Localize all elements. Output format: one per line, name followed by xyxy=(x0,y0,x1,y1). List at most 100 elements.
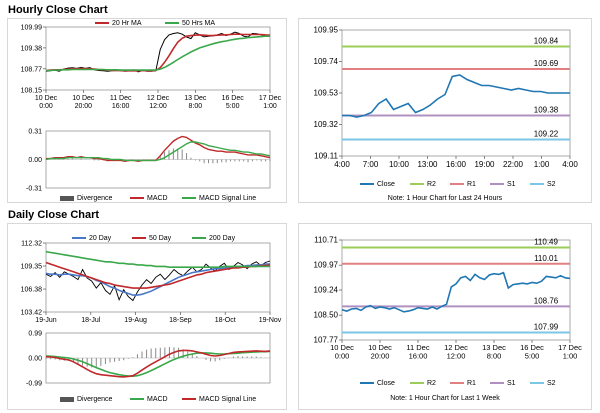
x-tick-label: 16 Dec 5:00 xyxy=(222,95,245,110)
legend-close: Close xyxy=(377,181,395,188)
x-tick-label: 13 Dec 8:00 xyxy=(482,343,506,361)
legend-r2: R2 xyxy=(427,181,436,188)
legend-macd-signal: MACD Signal Line xyxy=(199,396,256,403)
x-tick-label: 7:00 xyxy=(363,160,379,169)
series-macd xyxy=(45,349,271,378)
y-tick-label: 109.53 xyxy=(314,89,339,98)
y-tick-label: 109.24 xyxy=(314,286,339,295)
level-label-s1: 109.38 xyxy=(534,106,559,115)
legend-20-day: 20 Day xyxy=(89,235,112,242)
hourly-right-panel xyxy=(298,18,592,203)
x-tick-label: 10 Dec 20:00 xyxy=(368,343,392,361)
legend-20hr-ma: 20 Hr MA xyxy=(112,20,142,27)
level-label-s1: 108.76 xyxy=(534,296,559,305)
series-macd-signal xyxy=(45,141,271,162)
legend-macd-signal: MACD Signal Line xyxy=(199,195,256,202)
x-tick-label: 18-Oct xyxy=(215,317,236,324)
x-tick-label: 18-Sep xyxy=(169,317,192,324)
x-tick-label: 19:00 xyxy=(474,160,495,169)
series-close xyxy=(341,271,571,313)
x-tick-label: 10 Dec 20:00 xyxy=(72,95,95,110)
daily-right-panel xyxy=(298,223,592,410)
legend-s1: S1 xyxy=(507,181,516,188)
legend-divergence-swatch xyxy=(60,196,74,201)
level-label-s2: 107.99 xyxy=(534,323,559,332)
x-tick-label: 12 Dec 12:00 xyxy=(444,343,468,361)
y-tick-label: 108.77 xyxy=(21,66,43,73)
x-tick-label: 13:00 xyxy=(417,160,438,169)
x-tick-label: 11 Dec 16:00 xyxy=(110,95,132,110)
legend-200-day: 200 Day xyxy=(209,235,236,242)
y-tick-label: 109.97 xyxy=(314,261,339,270)
level-label-r1: 110.01 xyxy=(534,254,558,263)
legend-r2: R2 xyxy=(427,380,436,387)
y-tick-label: 106.38 xyxy=(21,287,43,294)
y-tick-label: 109.35 xyxy=(21,264,43,271)
legend-r1: R1 xyxy=(467,181,476,188)
y-tick-label: 110.71 xyxy=(314,236,338,245)
legend-divergence-swatch xyxy=(60,397,74,402)
y-tick-label: 0.00 xyxy=(28,157,42,164)
series-50-day xyxy=(45,261,271,289)
x-tick-label: 12 Dec 12:00 xyxy=(147,95,170,110)
level-label-r2: 110.49 xyxy=(534,237,558,246)
x-tick-label: 13 Dec 8:00 xyxy=(184,95,207,110)
x-tick-label: 1:00 xyxy=(534,160,550,169)
x-tick-label: 17 Dec 1:00 xyxy=(558,343,582,361)
y-tick-label: 109.95 xyxy=(314,26,339,35)
legend-r1: R1 xyxy=(467,380,476,387)
y-tick-label: 107.77 xyxy=(314,336,339,345)
legend-s2: S2 xyxy=(547,181,556,188)
legend-close: Close xyxy=(377,380,395,387)
x-tick-label: 17 Dec 1:00 xyxy=(259,95,282,110)
level-label-r2: 109.84 xyxy=(534,37,559,46)
series-50-hrs-ma xyxy=(46,35,270,72)
legend-divergence: Divergence xyxy=(77,195,113,202)
plot-area xyxy=(45,242,271,313)
legend-50hrs-ma: 50 Hrs MA xyxy=(182,20,215,27)
legend-s1: S1 xyxy=(507,380,516,387)
legend-50-day: 50 Day xyxy=(149,235,172,242)
y-tick-label: 109.74 xyxy=(314,57,339,66)
daily-section-title: Daily Close Chart xyxy=(8,209,100,221)
legend-macd: MACD xyxy=(147,396,168,403)
x-tick-label: 4:00 xyxy=(562,160,578,169)
x-tick-label: 19-Jun xyxy=(35,317,57,324)
y-tick-label: 109.38 xyxy=(21,45,43,52)
y-tick-label: 0.00 xyxy=(28,356,42,363)
legend-s2: S2 xyxy=(547,380,556,387)
x-tick-label: 22:00 xyxy=(503,160,524,169)
hourly-left-panel xyxy=(7,18,287,203)
hourly-section-title: Hourly Close Chart xyxy=(8,4,108,16)
x-tick-label: 10 Dec 0:00 xyxy=(330,343,354,361)
chart-note: Note: 1 Hour Chart for Last 24 Hours xyxy=(388,195,503,202)
y-tick-label: 108.50 xyxy=(314,311,339,320)
legend-macd: MACD xyxy=(147,195,168,202)
y-tick-label: 0.99 xyxy=(28,331,42,338)
series-macd-signal xyxy=(45,350,271,378)
y-tick-label: 112.32 xyxy=(21,241,42,248)
x-tick-label: 4:00 xyxy=(334,160,350,169)
y-tick-label: 108.15 xyxy=(21,88,43,95)
x-tick-label: 18-Jul xyxy=(81,317,101,324)
x-tick-label: 16:00 xyxy=(446,160,467,169)
x-tick-label: 10 Dec 0:00 xyxy=(35,95,58,110)
series-close xyxy=(342,74,570,118)
y-tick-label: -0.99 xyxy=(26,381,42,388)
y-tick-label: 103.42 xyxy=(21,310,43,317)
legend-divergence: Divergence xyxy=(77,396,113,403)
series-200-day xyxy=(45,250,270,268)
y-tick-label: 109.32 xyxy=(314,120,339,129)
x-tick-label: 11 Dec 16:00 xyxy=(406,343,429,361)
y-tick-label: -0.31 xyxy=(26,186,42,193)
daily-left-panel xyxy=(7,223,287,410)
chart-note: Note: 1 Hour Chart for Last 1 Week xyxy=(390,395,500,402)
level-label-r1: 109.69 xyxy=(534,59,559,68)
level-label-s2: 109.22 xyxy=(534,130,559,139)
